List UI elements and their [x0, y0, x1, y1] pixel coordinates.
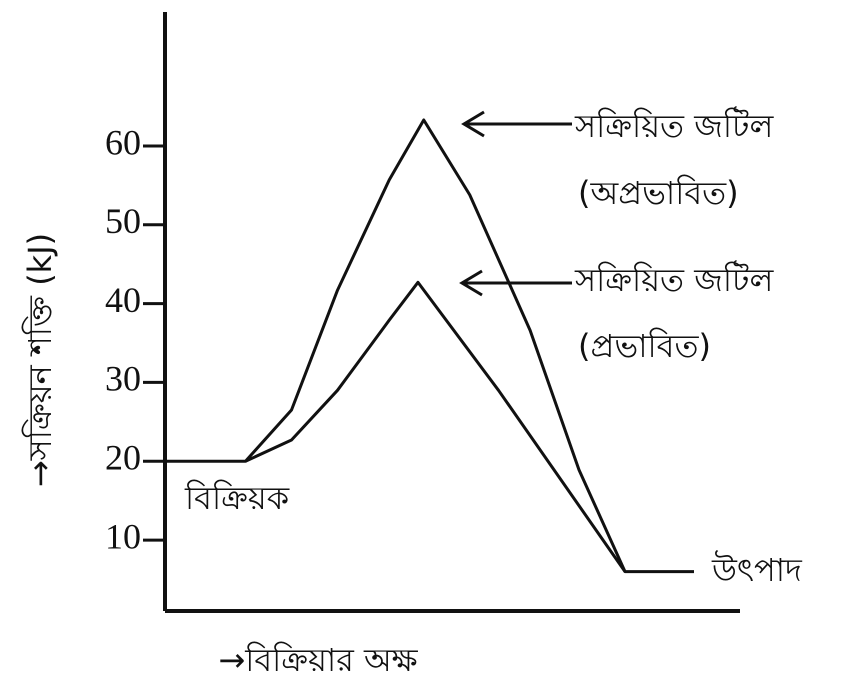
arrow: [461, 110, 572, 138]
arrow: [459, 269, 572, 297]
y-tick-label: 60: [105, 122, 141, 162]
y-tick-label: 10: [105, 516, 141, 556]
x-axis-label: →বিক্রিয়ার অক্ষ: [218, 641, 418, 679]
annotation: (প্রভাবিত): [578, 327, 711, 365]
y-axis-label: →সক্রিয়ন শক্তি (kJ): [21, 233, 59, 487]
annotation: সক্রিয়িত জটিল: [574, 260, 774, 299]
y-tick-label: 20: [105, 438, 141, 478]
annotation: বিক্রিয়ক: [184, 479, 290, 517]
annotation: উৎপাদ: [711, 550, 803, 589]
y-tick-label: 50: [105, 201, 141, 241]
annotation: (অপ্রভাবিত): [578, 174, 739, 212]
line: [165, 118, 694, 574]
annotation: সক্রিয়িত জটিল: [574, 106, 774, 145]
y-tick-label: 30: [105, 359, 141, 399]
line: [244, 280, 627, 573]
y-tick-label: 40: [105, 280, 141, 320]
